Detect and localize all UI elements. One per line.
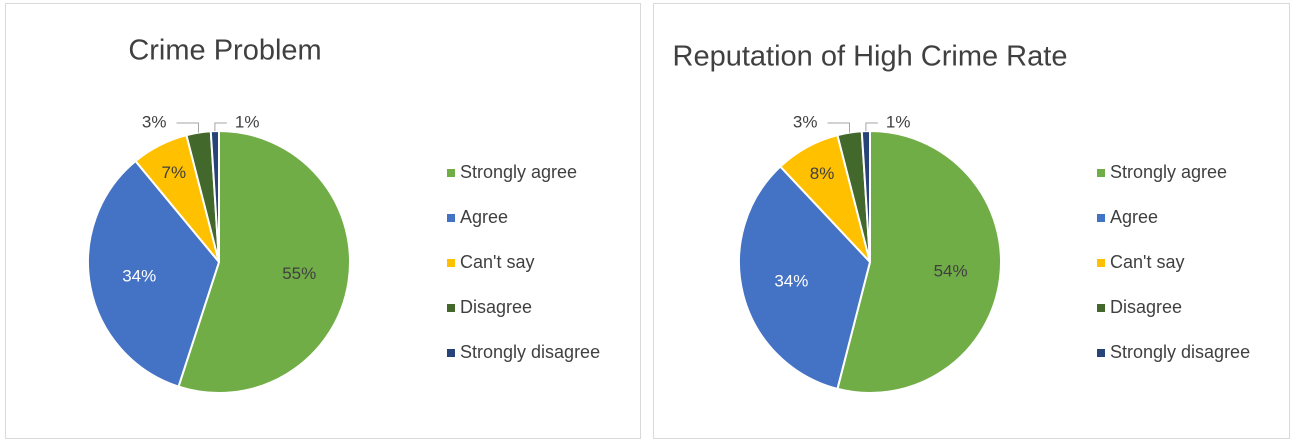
pie-slice [738,165,872,391]
data-label: 8% [810,164,835,183]
legend-label: Disagree [460,297,532,317]
legend-label: Agree [1110,207,1158,227]
leader-line [865,122,878,132]
data-label: 34% [122,267,156,286]
legend-swatch [447,214,455,222]
pie-slice [177,129,351,394]
legend-label: Strongly agree [1110,162,1227,182]
legend-label: Can't say [1110,252,1184,272]
legend-swatch [1097,259,1105,267]
legend-swatch [447,349,455,357]
chart-title: Reputation of High Crime Rate [673,41,1068,73]
legend-swatch [447,304,455,312]
data-label: 34% [774,272,808,291]
legend-label: Strongly agree [460,162,577,182]
data-label: 7% [162,163,187,182]
pie-slice [87,159,221,388]
data-label: 55% [282,264,316,283]
legend-label: Strongly disagree [460,342,600,362]
leader-line [176,122,200,133]
data-label: 3% [142,112,167,131]
legend-label: Can't say [460,252,534,272]
data-label: 3% [793,112,818,131]
legend-swatch [1097,169,1105,177]
legend-swatch [447,169,455,177]
data-label: 54% [934,262,968,281]
legend-label: Disagree [1110,297,1182,317]
legend-swatch [1097,349,1105,357]
leader-line [827,122,851,133]
legend-swatch [447,259,455,267]
legend-label: Strongly disagree [1110,342,1250,362]
pie-slice [836,129,1002,394]
data-label: 1% [886,112,911,131]
leader-line [214,122,227,132]
data-label: 1% [235,112,260,131]
legend-swatch [1097,304,1105,312]
chart-title: Crime Problem [128,35,321,67]
legend-label: Agree [460,207,508,227]
legend-swatch [1097,214,1105,222]
